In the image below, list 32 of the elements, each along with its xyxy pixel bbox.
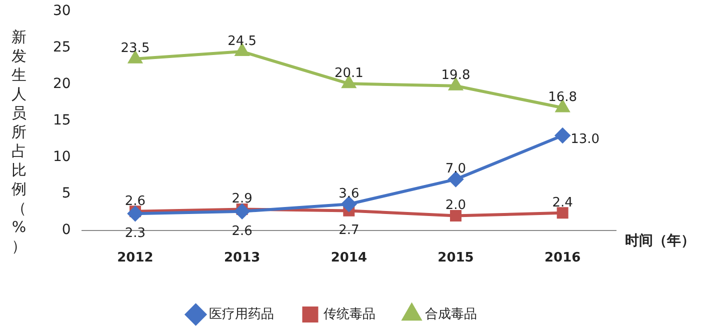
legend-label: 医疗用药品 [208,306,274,322]
data-label: 2.6 [232,224,252,239]
y-tick-label: 5 [62,186,71,202]
data-label: 13.0 [570,132,600,147]
data-label: 2.6 [124,194,146,209]
x-tick-label: 2014 [330,250,367,266]
data-label: 24.5 [228,34,257,49]
data-label: 2.4 [552,195,573,210]
x-tick-label: 2012 [117,250,154,266]
data-label: 2.0 [445,198,466,214]
data-label: 2.9 [232,192,252,207]
data-label: 2.7 [338,223,360,238]
text: 新发生人员所占比例（%） [12,28,26,255]
x-tick-label: 2016 [544,250,581,266]
y-tick-label: 0 [62,222,71,238]
data-label: 3.6 [338,186,360,202]
data-label: 19.8 [441,68,470,84]
data-label: 7.0 [445,162,466,177]
legend-label: 传统毒品 [323,306,376,322]
x-tick-label: 2015 [438,250,474,266]
y-tick-label: 20 [52,76,71,92]
y-tick-label: 30 [52,3,71,20]
data-label: 23.5 [120,41,150,56]
data-label: 20.1 [334,66,364,82]
y-tick-label: 10 [52,149,71,166]
x-axis-title: 时间（年） [625,232,695,250]
x-tick-label: 2013 [224,250,260,266]
legend-label: 合成毒品 [424,306,477,322]
data-label: 2.3 [124,226,146,241]
y-tick-label: 15 [52,112,71,129]
data-label: 16.8 [548,90,578,106]
y-tick-label: 25 [52,40,71,56]
